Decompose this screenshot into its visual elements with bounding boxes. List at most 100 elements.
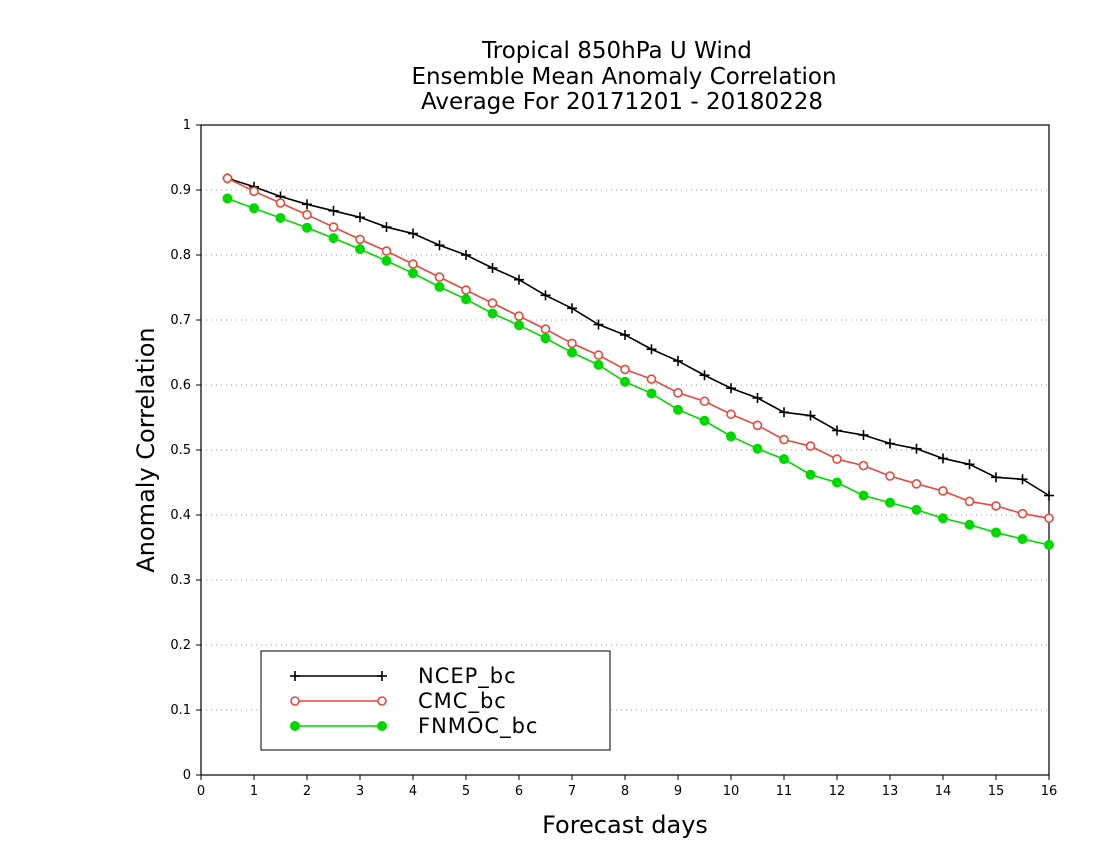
data-point <box>832 425 842 436</box>
data-point <box>858 490 869 501</box>
x-tick-label: 11 <box>776 784 793 799</box>
data-point <box>779 454 789 465</box>
legend-label: CMC_bc <box>418 689 507 714</box>
y-tick-label: 0.2 <box>170 638 191 653</box>
data-point <box>275 212 286 223</box>
data-point <box>911 478 922 489</box>
data-point <box>1044 513 1054 524</box>
x-tick-label: 13 <box>882 784 899 799</box>
legend-marker <box>290 721 300 731</box>
y-tick-label: 0.1 <box>170 703 191 718</box>
legend-item: FNMOC_bc <box>290 714 537 739</box>
data-point <box>593 319 604 330</box>
data-point <box>832 477 842 488</box>
data-point <box>567 338 577 349</box>
y-tick-label: 0.6 <box>170 378 191 393</box>
y-axis-title: Anomaly Correlation <box>132 327 160 572</box>
title-line-2: Ensemble Mean Anomaly Correlation <box>411 64 836 90</box>
data-point <box>381 222 392 233</box>
y-tick-label: 0.3 <box>170 573 191 588</box>
title-line-1: Tropical 850hPa U Wind <box>481 38 752 64</box>
data-point <box>964 519 975 530</box>
legend-marker <box>290 696 300 706</box>
data-point <box>964 459 975 470</box>
data-point <box>567 347 577 358</box>
data-point <box>938 453 948 464</box>
x-tick-label: 9 <box>674 784 682 799</box>
series-line <box>227 177 1050 520</box>
series-line <box>227 177 1050 497</box>
y-tick-label: 0 <box>183 768 191 783</box>
data-point <box>249 186 259 197</box>
data-point <box>381 255 392 266</box>
x-tick-label: 14 <box>935 784 952 799</box>
data-point <box>779 434 789 445</box>
series-CMC_bc <box>222 173 1054 524</box>
data-point <box>991 472 1001 483</box>
data-point <box>567 303 577 314</box>
data-point <box>620 364 630 375</box>
data-point <box>434 272 445 282</box>
data-point <box>1017 508 1028 519</box>
data-point <box>514 274 524 285</box>
series-line <box>227 197 1050 546</box>
data-point <box>646 388 657 399</box>
data-point <box>514 311 524 321</box>
y-tick-label: 1 <box>183 118 191 133</box>
data-point <box>1044 490 1054 501</box>
data-point <box>673 387 683 398</box>
data-point <box>964 496 975 507</box>
data-point <box>991 501 1001 511</box>
data-point <box>752 443 763 454</box>
data-point <box>858 430 869 441</box>
data-point <box>673 355 683 366</box>
legend-marker <box>377 721 387 731</box>
x-axis-title: Forecast days <box>542 811 708 839</box>
x-tick-label: 10 <box>723 784 740 799</box>
legend-item: NCEP_bc <box>290 664 516 689</box>
y-tick-label: 0.5 <box>170 443 191 458</box>
data-point <box>885 471 895 481</box>
series-layer <box>222 173 1054 550</box>
data-point <box>699 370 710 381</box>
data-point <box>593 350 604 360</box>
data-point <box>911 504 922 515</box>
y-tick-label: 0.9 <box>170 183 191 198</box>
data-point <box>355 234 365 245</box>
data-point <box>646 374 657 384</box>
data-point <box>434 240 445 251</box>
data-point <box>620 329 630 340</box>
data-point <box>805 410 816 421</box>
data-point <box>514 320 524 331</box>
data-point <box>673 404 683 415</box>
x-tick-label: 4 <box>409 784 417 799</box>
x-tick-label: 5 <box>462 784 470 799</box>
data-point <box>699 396 710 407</box>
legend-marker <box>377 696 387 706</box>
data-point <box>275 198 286 208</box>
title-line-3: Average For 20171201 - 20180228 <box>421 89 823 115</box>
data-point <box>355 244 365 255</box>
data-point <box>726 409 736 420</box>
data-point <box>461 285 471 295</box>
data-point <box>249 203 259 214</box>
y-tick-label: 0.7 <box>170 313 191 328</box>
data-point <box>302 199 312 210</box>
data-point <box>832 454 842 464</box>
data-point <box>540 290 551 301</box>
data-point <box>805 469 816 480</box>
data-point <box>487 298 498 308</box>
data-point <box>461 250 471 260</box>
data-point <box>699 415 710 426</box>
x-axis-ticks: 0 1 2 3 4 5 6 7 8 9 10 11 12 13 14 15 16 <box>197 775 1057 799</box>
data-point <box>408 268 418 279</box>
data-point <box>461 294 471 305</box>
x-tick-label: 6 <box>515 784 523 799</box>
data-point <box>938 513 948 524</box>
data-point <box>938 486 948 496</box>
data-point <box>779 407 789 418</box>
data-point <box>593 359 604 370</box>
x-tick-label: 8 <box>621 784 629 799</box>
x-tick-label: 0 <box>197 784 205 799</box>
